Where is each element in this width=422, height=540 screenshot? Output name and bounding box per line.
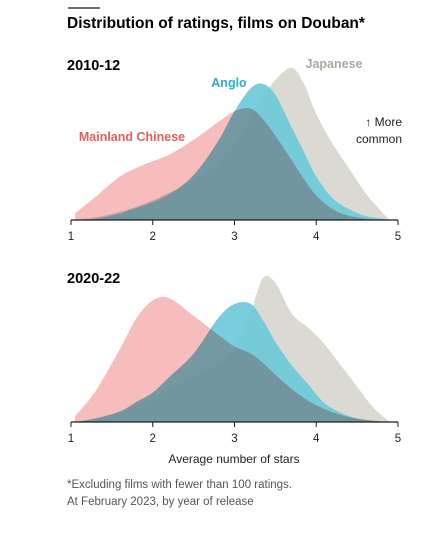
x-tick-label: 4 — [313, 231, 320, 243]
x-tick-label: 3 — [231, 433, 237, 445]
series-label-anglo: Anglo — [211, 76, 247, 90]
x-tick-label: 2 — [150, 231, 156, 243]
x-tick-label: 2 — [150, 433, 156, 445]
area-mainland-chinese — [75, 296, 390, 422]
panel-title: 2010-12 — [67, 58, 120, 74]
footnote-line2: At February 2023, by year of release — [67, 496, 254, 508]
footnote-line1: *Excluding films with fewer than 100 rat… — [67, 479, 292, 491]
panel-title: 2020-22 — [67, 271, 120, 287]
x-axis-label: Average number of stars — [168, 452, 299, 466]
x-tick-label: 1 — [68, 433, 74, 445]
series-label-japanese: Japanese — [306, 57, 363, 71]
chart-title: Distribution of ratings, films on Douban… — [67, 15, 366, 32]
x-tick-label: 3 — [231, 231, 237, 243]
more-common-annotation-line1: ↑ More — [365, 115, 402, 129]
x-tick-label: 4 — [313, 433, 320, 445]
area-mainland-chinese — [75, 108, 390, 221]
x-tick-label: 1 — [68, 231, 74, 243]
x-tick-label: 5 — [395, 433, 401, 445]
series-label-mainland-chinese: Mainland Chinese — [79, 130, 185, 144]
panel-2020-22: 2020-22 1 2 3 4 5 — [67, 271, 401, 445]
more-common-annotation-line2: common — [356, 132, 402, 146]
panel-2010-12: 2010-12 1 2 3 4 5 Mainland Chinese Anglo Japanes… — [67, 57, 401, 243]
area-japanese — [75, 275, 390, 422]
x-tick-label: 5 — [395, 231, 401, 243]
